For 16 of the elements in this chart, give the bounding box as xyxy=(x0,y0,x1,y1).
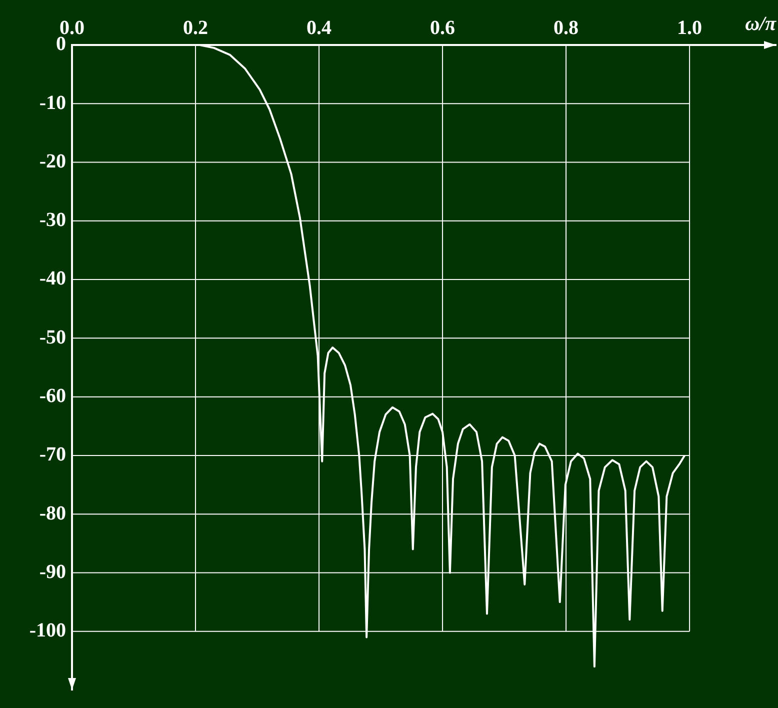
x-tick-label: 0.8 xyxy=(554,17,579,40)
y-tick-label: -90 xyxy=(39,560,66,583)
x-axis-title: ω/π xyxy=(745,13,778,36)
y-tick-label: -50 xyxy=(39,326,66,348)
y-tick-label: -60 xyxy=(39,384,66,407)
y-tick-label: -100 xyxy=(29,620,66,642)
y-tick-label: -10 xyxy=(39,92,66,114)
x-tick-label: 0.2 xyxy=(183,17,208,40)
x-tick-label: 1.0 xyxy=(677,17,702,40)
y-tick-label: -40 xyxy=(39,268,66,290)
x-tick-label: 0.4 xyxy=(306,17,332,40)
y-tick-label: -80 xyxy=(39,502,66,524)
y-tick-label: -30 xyxy=(39,209,66,232)
x-tick-label: 0.6 xyxy=(430,17,456,40)
y-tick-label: -20 xyxy=(39,150,66,172)
y-tick-label: -70 xyxy=(39,444,66,466)
